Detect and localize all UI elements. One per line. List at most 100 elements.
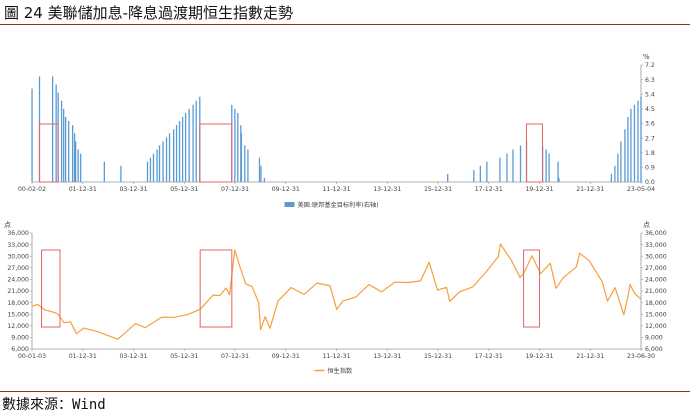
- rate-bar: [506, 153, 508, 182]
- y-unit-label: 点: [643, 221, 650, 229]
- y-tick-label-right: 12,000: [645, 323, 667, 330]
- rate-bar: [558, 177, 560, 182]
- rate-bar: [146, 161, 149, 182]
- rate-bar: [614, 165, 616, 182]
- rate-bar: [499, 157, 501, 182]
- y-unit-label: 点: [4, 221, 11, 229]
- rate-bar: [519, 145, 522, 182]
- rate-bar: [149, 157, 152, 182]
- x-tick-label: 00-02-02: [18, 186, 46, 193]
- x-tick-label: 07-12-31: [221, 186, 249, 193]
- x-tick-label: 19-12-31: [525, 186, 553, 193]
- rate-bar: [192, 104, 194, 182]
- y-tick-label-right: 2.7: [645, 135, 655, 142]
- x-tick-label: 13-12-31: [373, 353, 401, 360]
- legend-label: 美国:联邦基金目标利率(右轴): [298, 201, 379, 209]
- rate-bar: [247, 149, 249, 182]
- rate-bar: [103, 161, 105, 182]
- rate-bar: [162, 141, 164, 182]
- legend-swatch: [284, 202, 295, 207]
- hsi-highlight-box: [199, 249, 233, 328]
- rate-bar: [617, 153, 619, 182]
- rate-bar: [263, 177, 266, 182]
- rate-bar: [188, 108, 190, 182]
- hsi-line: [31, 243, 642, 340]
- y-tick-label-right: 36,000: [645, 230, 667, 237]
- rate-bar: [545, 149, 547, 182]
- x-tick-label: 11-12-31: [322, 353, 350, 360]
- x-tick-label: 15-12-31: [424, 186, 452, 193]
- y-tick-label-right: 15,000: [645, 311, 667, 318]
- y-tick-label-left: 15,000: [7, 311, 29, 318]
- source-note: 數據來源：Wind: [2, 397, 106, 413]
- rate-bar: [624, 129, 626, 182]
- rate-bar: [633, 104, 636, 182]
- rate-bar: [479, 165, 481, 182]
- x-tick-label: 21-12-31: [576, 186, 604, 193]
- source-rule: [0, 391, 690, 392]
- rate-bar: [260, 165, 262, 182]
- x-tick-label: 09-12-31: [272, 353, 300, 360]
- rate-highlight-box: [38, 123, 59, 183]
- rate-bar: [71, 125, 74, 182]
- y-tick-label-left: 36,000: [7, 230, 29, 237]
- y-tick-label-right: 33,000: [645, 242, 667, 249]
- x-tick-label: 00-01-03: [18, 353, 46, 360]
- rate-bar: [181, 117, 184, 182]
- y-tick-label-right: 30,000: [645, 253, 667, 260]
- rate-bar: [548, 153, 550, 182]
- x-tick-label: 23-05-04: [627, 186, 655, 193]
- y-tick-label-left: 24,000: [7, 277, 29, 284]
- y-tick-label-right: 21,000: [645, 288, 667, 295]
- x-tick-label: 17-12-31: [475, 186, 503, 193]
- rate-bar: [120, 165, 122, 182]
- rate-bar: [610, 173, 613, 182]
- x-tick-label: 03-12-31: [119, 186, 147, 193]
- rate-bar: [630, 108, 632, 182]
- y-tick-label-right: 6,000: [645, 346, 663, 353]
- title-rule: [0, 24, 690, 25]
- y-tick-label-right: 27,000: [645, 265, 667, 272]
- y-tick-label-left: 6,000: [11, 346, 29, 353]
- rate-bar: [237, 112, 239, 182]
- hsi-highlight-box: [523, 249, 540, 328]
- rate-bar: [68, 121, 70, 182]
- rate-bar: [77, 149, 79, 182]
- x-tick-label: 17-12-31: [475, 353, 503, 360]
- x-tick-label: 01-12-31: [69, 186, 97, 193]
- rate-bar: [473, 169, 475, 182]
- transition-period-highlights: [38, 123, 544, 328]
- rate-bar: [234, 108, 236, 182]
- x-tick-label: 09-12-31: [272, 186, 300, 193]
- y-tick-label-right: 7.2: [645, 62, 655, 69]
- rate-bar: [64, 117, 67, 182]
- y-tick-label-right: 18,000: [645, 300, 667, 307]
- x-tick-label: 01-12-31: [69, 353, 97, 360]
- fed-rate-bar-chart: 00-02-02 01-12-31 03-12-31 05-12-31 07-12-31…: [18, 53, 655, 209]
- rate-bar: [640, 96, 642, 182]
- rate-bar: [486, 161, 488, 182]
- y-tick-label-left: 33,000: [7, 242, 29, 249]
- rate-bar: [244, 145, 246, 182]
- y-tick-label-left: 27,000: [7, 265, 29, 272]
- rate-bar: [178, 121, 181, 182]
- rate-bar: [156, 149, 158, 182]
- x-tick-label: 19-12-31: [525, 353, 553, 360]
- figure-title: 圖 24 美聯儲加息-降息過渡期恒生指數走勢: [4, 4, 294, 22]
- rate-highlight-box: [525, 123, 544, 183]
- x-tick-label: 07-12-31: [221, 353, 249, 360]
- y-tick-label-right: 3.6: [645, 121, 655, 128]
- rate-bar: [158, 145, 161, 182]
- x-tick-label: 15-12-31: [424, 353, 452, 360]
- rate-bar: [627, 117, 629, 182]
- x-tick-label: 23-06-30: [627, 353, 655, 360]
- y-tick-label-right: 0.0: [645, 179, 655, 186]
- y-tick-label-right: 9,000: [645, 335, 663, 342]
- hang-seng-line-chart: 00-01-03 01-12-31 03-12-31 05-12-31 07-12-31…: [4, 221, 667, 375]
- rate-bar: [60, 100, 63, 182]
- rate-bar: [512, 149, 514, 182]
- y-unit-label: %: [643, 53, 650, 61]
- rate-bar: [55, 84, 57, 182]
- rate-bar: [557, 161, 559, 182]
- rate-bar: [620, 141, 622, 182]
